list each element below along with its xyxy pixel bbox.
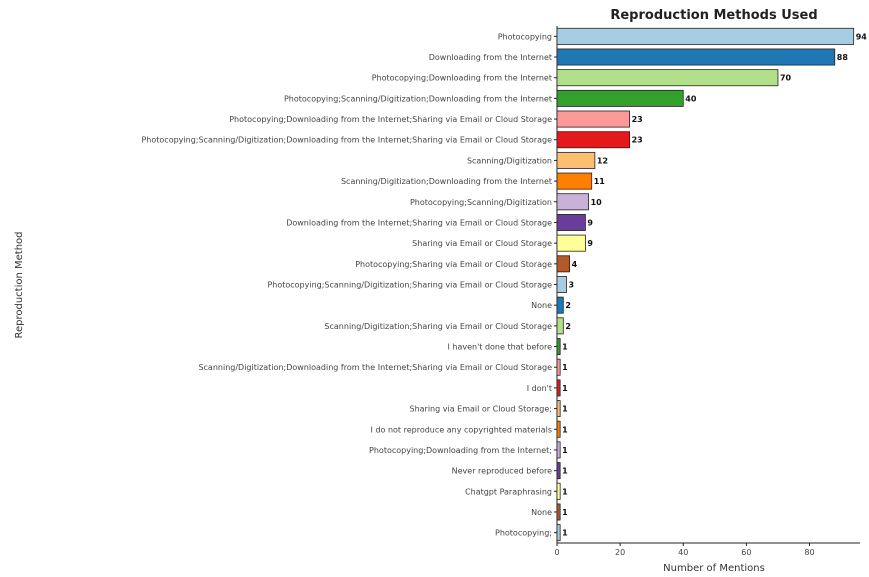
bar (556, 131, 630, 149)
bar (556, 482, 561, 500)
category-label: Scanning/Digitization;Downloading from t… (341, 177, 552, 186)
x-tick-label: 80 (804, 548, 814, 557)
bar (556, 234, 586, 252)
value-label: 2 (565, 301, 571, 310)
bar (556, 193, 589, 211)
bar (556, 27, 855, 45)
category-label: Photocopying; (495, 529, 552, 538)
category-label: None (531, 508, 552, 517)
bar (556, 317, 564, 335)
x-tick-label: 0 (554, 548, 559, 557)
category-label: I haven't done that before (447, 343, 552, 352)
value-label: 1 (562, 467, 568, 476)
chart-title: Reproduction Methods Used (610, 8, 817, 23)
category-label: Photocopying;Scanning/Digitization;Shari… (267, 281, 552, 290)
category-label: Photocopying;Downloading from the Intern… (372, 74, 552, 83)
value-label: 23 (632, 136, 643, 145)
value-label: 9 (587, 218, 593, 227)
category-label: I don't (527, 384, 552, 393)
value-label: 1 (562, 487, 568, 496)
category-label: Never reproduced before (452, 467, 552, 476)
bar (556, 441, 561, 459)
bar (556, 89, 684, 107)
value-label: 1 (562, 405, 568, 414)
category-label: Sharing via Email or Cloud Storage; (409, 405, 552, 414)
category-label: Sharing via Email or Cloud Storage (412, 239, 552, 248)
bar (556, 296, 564, 314)
bar (556, 503, 561, 521)
category-label: Scanning/Digitization;Downloading from t… (198, 363, 552, 372)
bar (556, 379, 561, 397)
bar (556, 524, 561, 542)
category-label: Photocopying (498, 32, 552, 41)
category-label: Photocopying;Sharing via Email or Cloud … (355, 260, 552, 269)
value-label: 1 (562, 343, 568, 352)
category-label: Scanning/Digitization (467, 156, 552, 165)
bar (556, 213, 586, 231)
category-label: Scanning/Digitization;Sharing via Email … (324, 322, 552, 331)
category-label: Photocopying;Scanning/Digitization;Downl… (284, 94, 552, 103)
bar (556, 172, 593, 190)
category-label: None (531, 301, 552, 310)
x-tick-label: 40 (678, 548, 688, 557)
bar (556, 48, 836, 66)
category-label: Downloading from the Internet;Sharing vi… (286, 218, 552, 227)
value-label: 1 (562, 425, 568, 434)
x-tick-label: 20 (615, 548, 625, 557)
bar (556, 462, 561, 480)
value-label: 70 (780, 74, 792, 83)
value-label: 4 (572, 260, 578, 269)
value-label: 88 (837, 53, 849, 62)
category-label: Photocopying;Scanning/Digitization;Downl… (141, 136, 552, 145)
bar (556, 400, 561, 418)
value-label: 40 (685, 94, 697, 103)
value-label: 2 (565, 322, 571, 331)
bar (556, 338, 561, 356)
x-axis-label: Number of Mentions (663, 563, 765, 574)
bar (556, 276, 567, 293)
category-label: Photocopying;Downloading from the Intern… (369, 446, 552, 455)
x-tick-label: 60 (741, 548, 751, 557)
value-label: 1 (562, 446, 568, 455)
bar (556, 358, 561, 376)
value-label: 12 (597, 156, 608, 165)
bar (556, 110, 630, 128)
bar (556, 420, 561, 438)
category-label: Chatgpt Paraphrasing (465, 487, 552, 496)
value-label: 3 (568, 281, 574, 290)
category-label: Photocopying;Downloading from the Intern… (229, 115, 552, 124)
bar (556, 151, 596, 169)
value-label: 1 (562, 384, 568, 393)
value-label: 23 (632, 115, 643, 124)
value-label: 1 (562, 508, 568, 517)
value-label: 1 (562, 363, 568, 372)
bar (556, 69, 779, 87)
category-label: Downloading from the Internet (429, 53, 552, 62)
category-label: I do not reproduce any copyrighted mater… (371, 425, 552, 434)
value-label: 94 (856, 32, 868, 41)
category-label: Photocopying;Scanning/Digitization (410, 198, 552, 207)
value-label: 11 (594, 177, 606, 186)
bar (556, 255, 571, 273)
value-label: 1 (562, 529, 568, 538)
y-axis-label: Reproduction Method (14, 231, 25, 338)
value-label: 9 (587, 239, 593, 248)
value-label: 10 (591, 198, 603, 207)
